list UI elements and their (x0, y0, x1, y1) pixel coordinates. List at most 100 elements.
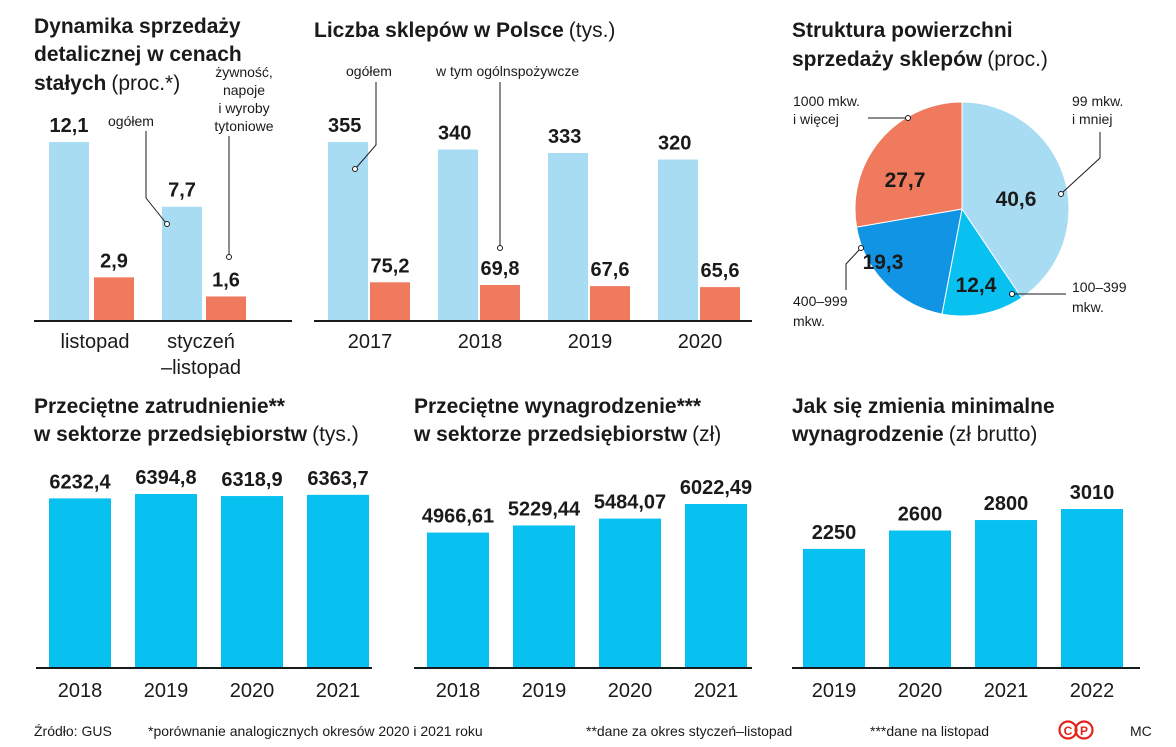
minwage-category-label: 2021 (984, 680, 1029, 702)
slice-leader-400 (845, 248, 861, 290)
retail-value-total: 12,1 (50, 115, 89, 137)
slice-dot-1000 (905, 115, 911, 121)
shops-bar-total (548, 153, 588, 320)
shops-bars: 355 75,2 2017 340 69,8 2018 333 67,6 2019 320 65,6… (328, 115, 740, 353)
slice-dot-100 (1009, 291, 1015, 297)
minwage-chart: Jak się zmienia minimalne wynagrodzenie(… (791, 395, 1140, 702)
slice-name-100-line-2: mkw. (1072, 299, 1104, 315)
slice-name-1000-line-1: 1000 mkw. (793, 93, 860, 109)
shops-bar-grocery (700, 287, 740, 320)
wages-value: 6022,49 (680, 477, 752, 499)
employment-bar (307, 494, 369, 667)
slice-name-400-line-2: mkw. (793, 313, 825, 329)
retail-legend-food: żywność, napoje i wyroby tytoniowe (214, 64, 273, 134)
retail-legend-total-dot (164, 221, 170, 227)
shops-legend-total-dot (352, 166, 358, 172)
retail-category-label: –listopad (161, 357, 241, 379)
wages-category-label: 2020 (608, 680, 653, 702)
slice-name-100-line-1: 100–399 (1072, 279, 1127, 295)
wages-bar (685, 504, 747, 667)
slice-name-99-line-1: 99 mkw. (1072, 93, 1123, 109)
retail-value-food: 1,6 (212, 269, 240, 291)
retail-legend-food-line-4: tytoniowe (214, 118, 273, 134)
footer-source: Źródło: GUS (34, 723, 112, 739)
wages-value: 4966,61 (422, 506, 494, 528)
minwage-value: 2800 (984, 493, 1029, 515)
employment-bar (49, 498, 111, 667)
shops-category-label: 2020 (678, 331, 723, 353)
shops-bar-total (328, 142, 368, 320)
shops-value-total: 355 (328, 115, 361, 137)
employment-chart: Przeciętne zatrudnienie** w sektorze prz… (33, 395, 372, 702)
structure-title-line-2: sprzedaży sklepów (proc.) (792, 48, 1048, 71)
minwage-title-line-2: wynagrodzenie (zł brutto) (791, 423, 1037, 446)
wages-category-label: 2019 (522, 680, 567, 702)
retail-value-total: 7,7 (168, 180, 196, 202)
slice-name-400-line-1: 400–999 (793, 293, 848, 309)
slice-name-99-line-2: i mniej (1072, 111, 1112, 127)
retail-legend-food-dot (226, 254, 232, 260)
slice-name-1000-line-2: i więcej (793, 111, 839, 127)
minwage-category-label: 2019 (812, 680, 857, 702)
minwage-category-label: 2020 (898, 680, 943, 702)
employment-category-label: 2018 (58, 680, 103, 702)
wages-bar (513, 525, 575, 667)
shops-category-label: 2018 (458, 331, 503, 353)
structure-pie (854, 101, 1070, 317)
footer-note-2: **dane za okres styczeń–listopad (586, 723, 792, 739)
employment-title-line-2: w sektorze przedsiębiorstw (tys.) (33, 423, 359, 446)
employment-value: 6232,4 (49, 471, 111, 493)
retail-title-line-3: stałych (proc.*) (34, 72, 180, 95)
shops-value-grocery: 75,2 (371, 255, 410, 277)
wages-bar (427, 532, 489, 667)
minwage-value: 2600 (898, 504, 943, 526)
retail-legend-total: ogółem (108, 113, 154, 129)
wages-category-label: 2018 (436, 680, 481, 702)
pie-slice (941, 207, 1023, 317)
minwage-bar (803, 548, 865, 667)
shops-value-grocery: 65,6 (701, 260, 740, 282)
shops-value-total: 340 (438, 123, 471, 145)
minwage-bar (1061, 509, 1123, 667)
employment-bar (135, 494, 197, 667)
shops-value-grocery: 67,6 (591, 259, 630, 281)
pie-slice (854, 101, 963, 228)
retail-bar-food (94, 277, 134, 320)
footer: Źródło: GUS *porównanie analogicznych ok… (34, 720, 1152, 740)
retail-legend-food-line-1: żywność, (215, 64, 273, 80)
employment-value: 6318,9 (221, 469, 282, 491)
pie-slice-value: 40,6 (996, 188, 1037, 211)
employment-bars: 6232,4 2018 6394,8 2019 6318,9 2020 6363,7 2021 (49, 467, 369, 702)
employment-category-label: 2020 (230, 680, 275, 702)
employment-title-line-1: Przeciętne zatrudnienie** (34, 395, 286, 418)
wages-title-line-2: w sektorze przedsiębiorstw (zł) (413, 423, 721, 446)
slice-dot-400 (858, 245, 864, 251)
retail-bars: 12,1 2,9 listopad 7,7 1,6 styczeń –listopad (49, 115, 246, 379)
structure-title-line-1: Struktura powierzchni (792, 19, 1013, 42)
shops-category-label: 2017 (348, 331, 393, 353)
shops-category-label: 2019 (568, 331, 613, 353)
retail-chart: Dynamika sprzedaży detalicznej w cenach … (34, 15, 292, 379)
footer-note-3: ***dane na listopad (870, 723, 989, 739)
employment-category-label: 2019 (144, 680, 189, 702)
shops-bar-grocery (480, 285, 520, 320)
shops-value-grocery: 69,8 (481, 258, 520, 280)
employment-value: 6363,7 (307, 468, 368, 490)
pie-slice-value: 12,4 (956, 274, 997, 297)
minwage-bar (889, 530, 951, 667)
employment-value: 6394,8 (135, 467, 196, 489)
minwage-bar (975, 520, 1037, 667)
wages-chart: Przeciętne wynagrodzenie*** w sektorze p… (413, 395, 752, 702)
retail-legend-total-leader (145, 131, 167, 224)
shops-value-total: 320 (658, 133, 691, 155)
wages-value: 5229,44 (508, 498, 581, 520)
shops-value-total: 333 (548, 126, 581, 148)
retail-value-food: 2,9 (100, 250, 128, 272)
retail-bar-food (206, 296, 246, 320)
shops-bar-total (438, 149, 478, 320)
retail-title-line-1: Dynamika sprzedaży (34, 15, 241, 38)
minwage-title-line-1: Jak się zmienia minimalne (792, 395, 1055, 418)
employment-category-label: 2021 (316, 680, 361, 702)
pie-slice (961, 101, 1070, 299)
